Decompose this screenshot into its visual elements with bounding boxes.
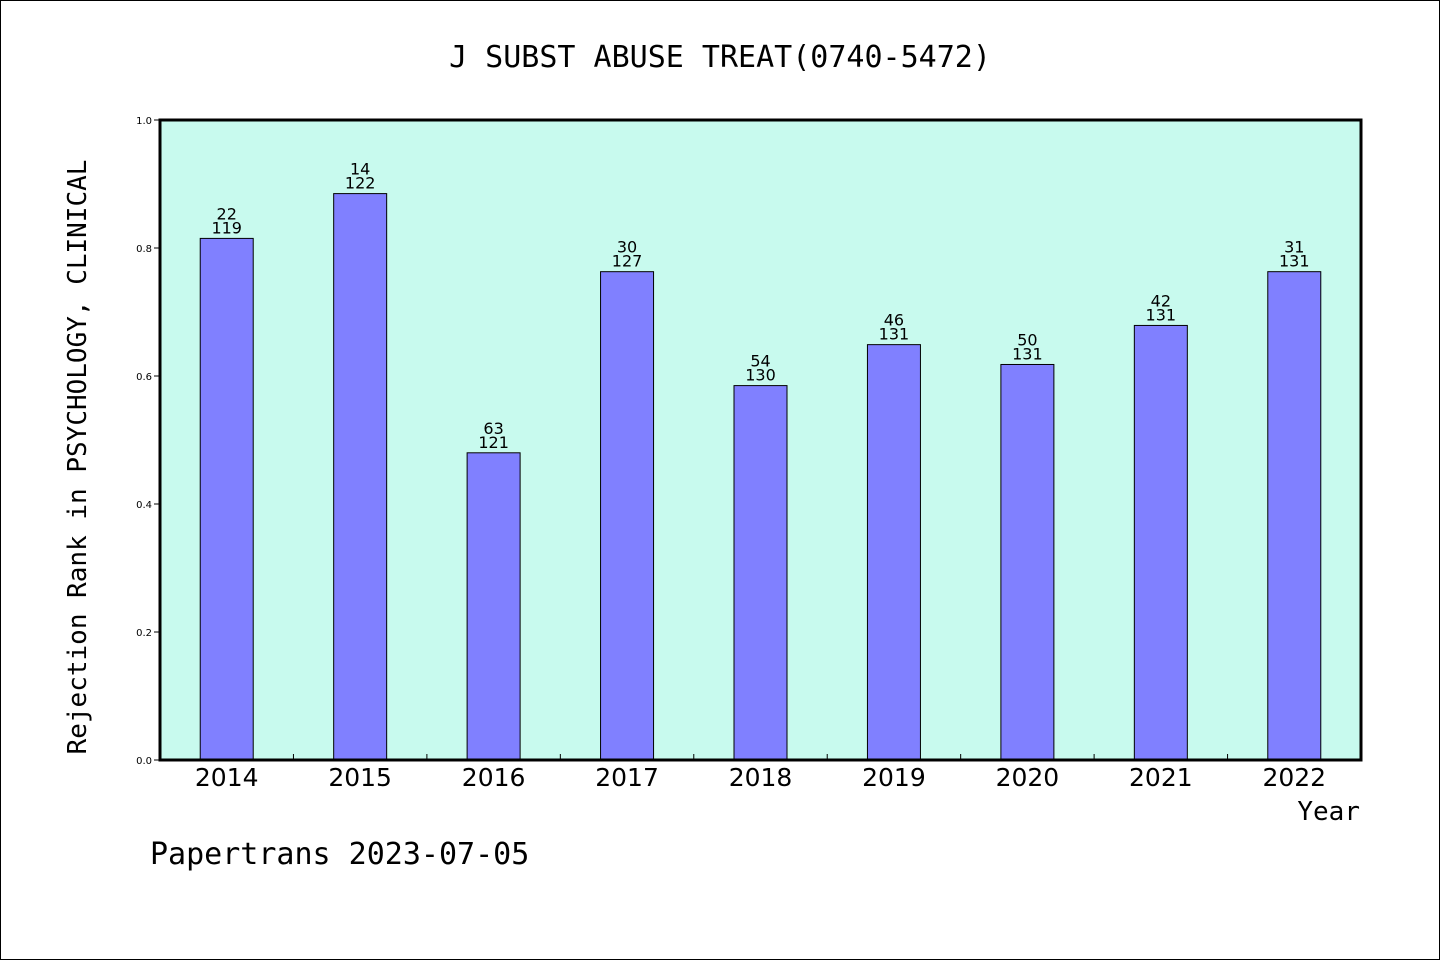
bar-total-label-2016: 121 (478, 433, 509, 452)
bar-2018 (733, 385, 788, 761)
x-tick-label-2017: 2017 (595, 763, 659, 792)
x-tick-label-2014: 2014 (195, 763, 259, 792)
bar-rank-label-2022: 31 (1284, 238, 1304, 257)
bar-rank-label-2014: 22 (217, 204, 237, 223)
bar-total-label-2017: 127 (612, 252, 643, 271)
bar-2022 (1267, 271, 1322, 761)
bar-total-label-2014: 119 (211, 218, 242, 237)
footer-text: Papertrans 2023-07-05 (150, 837, 529, 872)
y-tick-label: 0.6 (136, 372, 152, 383)
plot-border (158, 118, 1363, 762)
bar-2015 (333, 193, 388, 761)
y-tick-label: 1.0 (136, 116, 152, 127)
y-axis-title: Rejection Rank in PSYCHOLOGY, CLINICAL (63, 160, 93, 755)
bar-2021 (1133, 324, 1188, 761)
x-tick-label-2022: 2022 (1262, 763, 1326, 792)
bar-rank-label-2016: 63 (483, 419, 503, 438)
y-tick-label: 0.2 (136, 628, 152, 639)
bar-2014 (199, 237, 254, 761)
y-tick-label: 0.0 (136, 756, 152, 767)
bar-total-label-2022: 131 (1279, 252, 1310, 271)
x-tick-label-2016: 2016 (462, 763, 526, 792)
bar-total-label-2018: 130 (745, 366, 776, 385)
x-tick-label-2015: 2015 (328, 763, 392, 792)
bar-rank-label-2020: 50 (1017, 330, 1037, 349)
x-tick-label-2018: 2018 (729, 763, 793, 792)
x-tick-label-2021: 2021 (1129, 763, 1193, 792)
bar-total-label-2019: 131 (879, 325, 910, 344)
bar-total-label-2015: 122 (345, 174, 376, 193)
bar-total-label-2020: 131 (1012, 344, 1043, 363)
bar-2017 (600, 271, 655, 761)
y-tick-label: 0.4 (136, 500, 152, 511)
bar-2019 (866, 344, 921, 761)
bar-rank-label-2015: 14 (350, 160, 370, 179)
x-axis: 2014 2015 2016 2017 2018 2019 2020 2021 2022 (195, 754, 1326, 792)
chart-title: J SUBST ABUSE TREAT(0740-5472) (449, 40, 991, 75)
bar-2020 (1000, 363, 1055, 761)
bar-total-label-2021: 131 (1146, 305, 1177, 324)
x-tick-label-2020: 2020 (996, 763, 1060, 792)
bar-rank-label-2019: 46 (884, 311, 904, 330)
x-axis-title: Year (1297, 797, 1360, 827)
bar-rank-label-2017: 30 (617, 238, 637, 257)
y-tick-label: 0.8 (136, 244, 152, 255)
bars-group (199, 193, 1322, 761)
bar-rank-label-2018: 54 (750, 352, 770, 371)
bar-2016 (466, 452, 521, 761)
bar-rank-label-2021: 42 (1151, 291, 1171, 310)
x-tick-label-2019: 2019 (862, 763, 926, 792)
y-axis: 0.0 0.2 0.4 0.6 0.8 1.0 (136, 116, 160, 767)
